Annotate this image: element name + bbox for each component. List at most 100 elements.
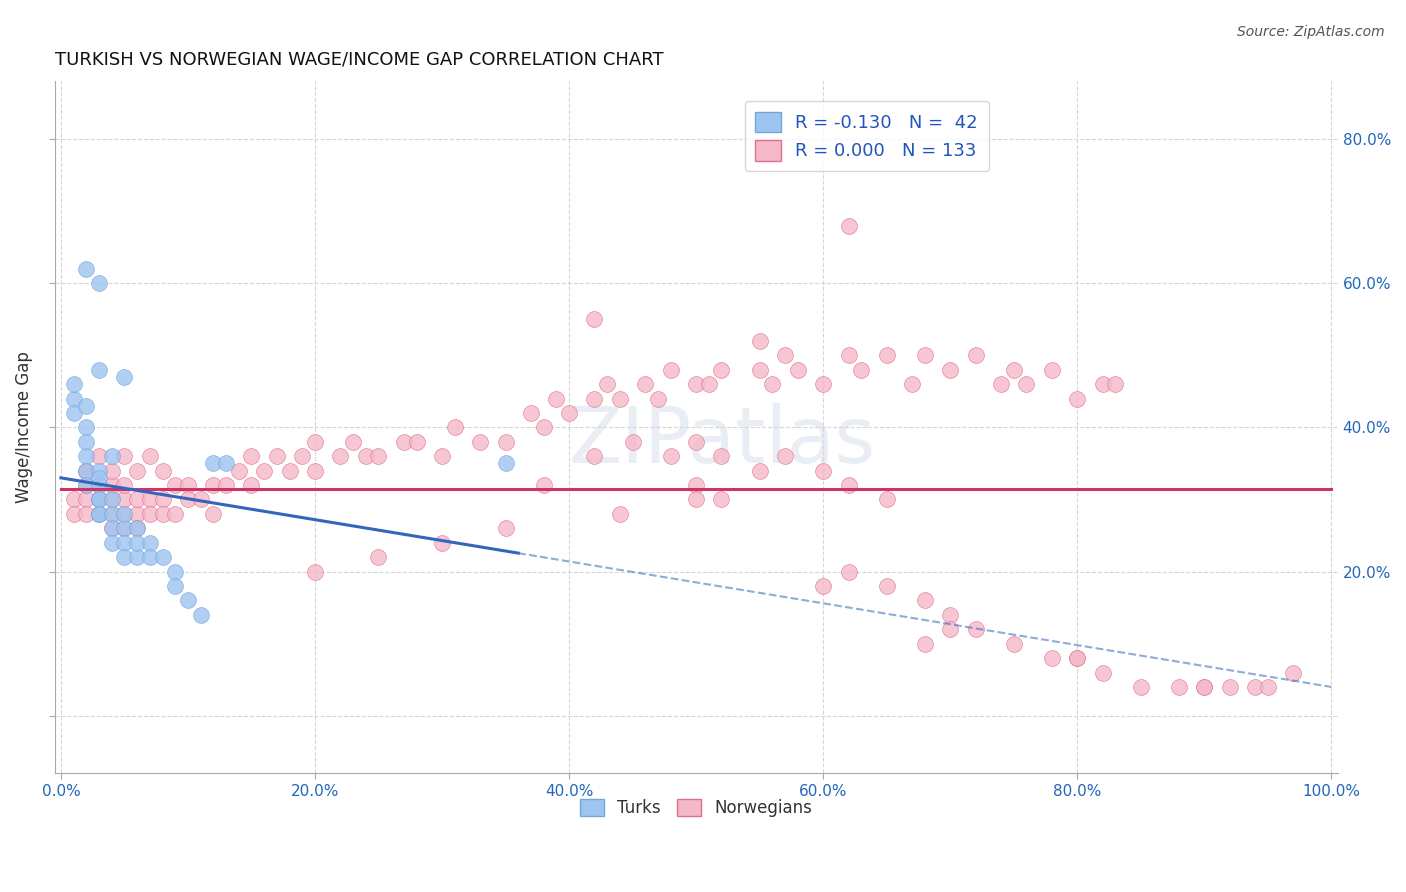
Point [177,492,200,507]
Point [62,392,84,406]
Point [112,521,135,535]
Point [87,449,110,463]
Point [685,492,707,507]
Point [87,464,110,478]
Point [87,478,110,492]
Point [965,622,987,636]
Point [1167,680,1189,694]
Point [87,492,110,507]
Point [367,550,389,565]
Y-axis label: Wage/Income Gap: Wage/Income Gap [15,351,32,503]
Point [583,392,606,406]
Point [152,464,174,478]
Point [127,535,149,549]
Point [177,478,200,492]
Point [1194,680,1216,694]
Point [266,449,288,463]
Point [1002,637,1025,651]
Point [914,348,936,362]
Legend: Turks, Norwegians: Turks, Norwegians [574,792,818,824]
Point [367,449,389,463]
Point [609,507,631,521]
Point [62,406,84,420]
Point [304,434,326,449]
Point [685,434,707,449]
Point [914,593,936,607]
Point [354,449,377,463]
Point [112,535,135,549]
Point [87,478,110,492]
Point [546,392,568,406]
Point [75,449,97,463]
Point [1066,392,1088,406]
Point [100,492,122,507]
Point [112,507,135,521]
Point [876,579,898,593]
Point [748,334,770,348]
Point [1257,680,1279,694]
Point [430,535,453,549]
Point [87,507,110,521]
Point [100,507,122,521]
Point [215,457,238,471]
Point [583,312,606,326]
Text: ZIPatlas: ZIPatlas [568,403,876,479]
Point [112,550,135,565]
Point [202,478,225,492]
Point [112,478,135,492]
Point [75,464,97,478]
Point [127,492,149,507]
Point [811,579,834,593]
Point [87,276,110,290]
Point [152,492,174,507]
Point [495,457,517,471]
Point [1066,651,1088,665]
Point [851,362,873,376]
Point [329,449,352,463]
Point [112,449,135,463]
Point [87,471,110,485]
Point [1219,680,1241,694]
Point [139,550,162,565]
Point [62,507,84,521]
Point [100,535,122,549]
Point [520,406,543,420]
Point [811,464,834,478]
Point [748,362,770,376]
Point [876,492,898,507]
Point [786,362,808,376]
Point [278,464,301,478]
Point [75,464,97,478]
Point [990,377,1012,392]
Point [621,434,644,449]
Point [495,521,517,535]
Point [240,449,263,463]
Point [165,507,187,521]
Point [62,377,84,392]
Point [304,565,326,579]
Point [685,478,707,492]
Point [710,362,733,376]
Point [202,457,225,471]
Point [127,507,149,521]
Point [710,492,733,507]
Point [1282,665,1305,680]
Point [1040,651,1063,665]
Point [761,377,783,392]
Point [75,478,97,492]
Point [87,492,110,507]
Point [215,478,238,492]
Point [127,550,149,565]
Point [495,434,517,449]
Point [177,593,200,607]
Point [838,219,860,233]
Point [965,348,987,362]
Point [939,622,962,636]
Point [75,492,97,507]
Point [253,464,276,478]
Text: Source: ZipAtlas.com: Source: ZipAtlas.com [1237,25,1385,39]
Point [190,607,212,622]
Point [240,478,263,492]
Point [901,377,924,392]
Point [647,392,669,406]
